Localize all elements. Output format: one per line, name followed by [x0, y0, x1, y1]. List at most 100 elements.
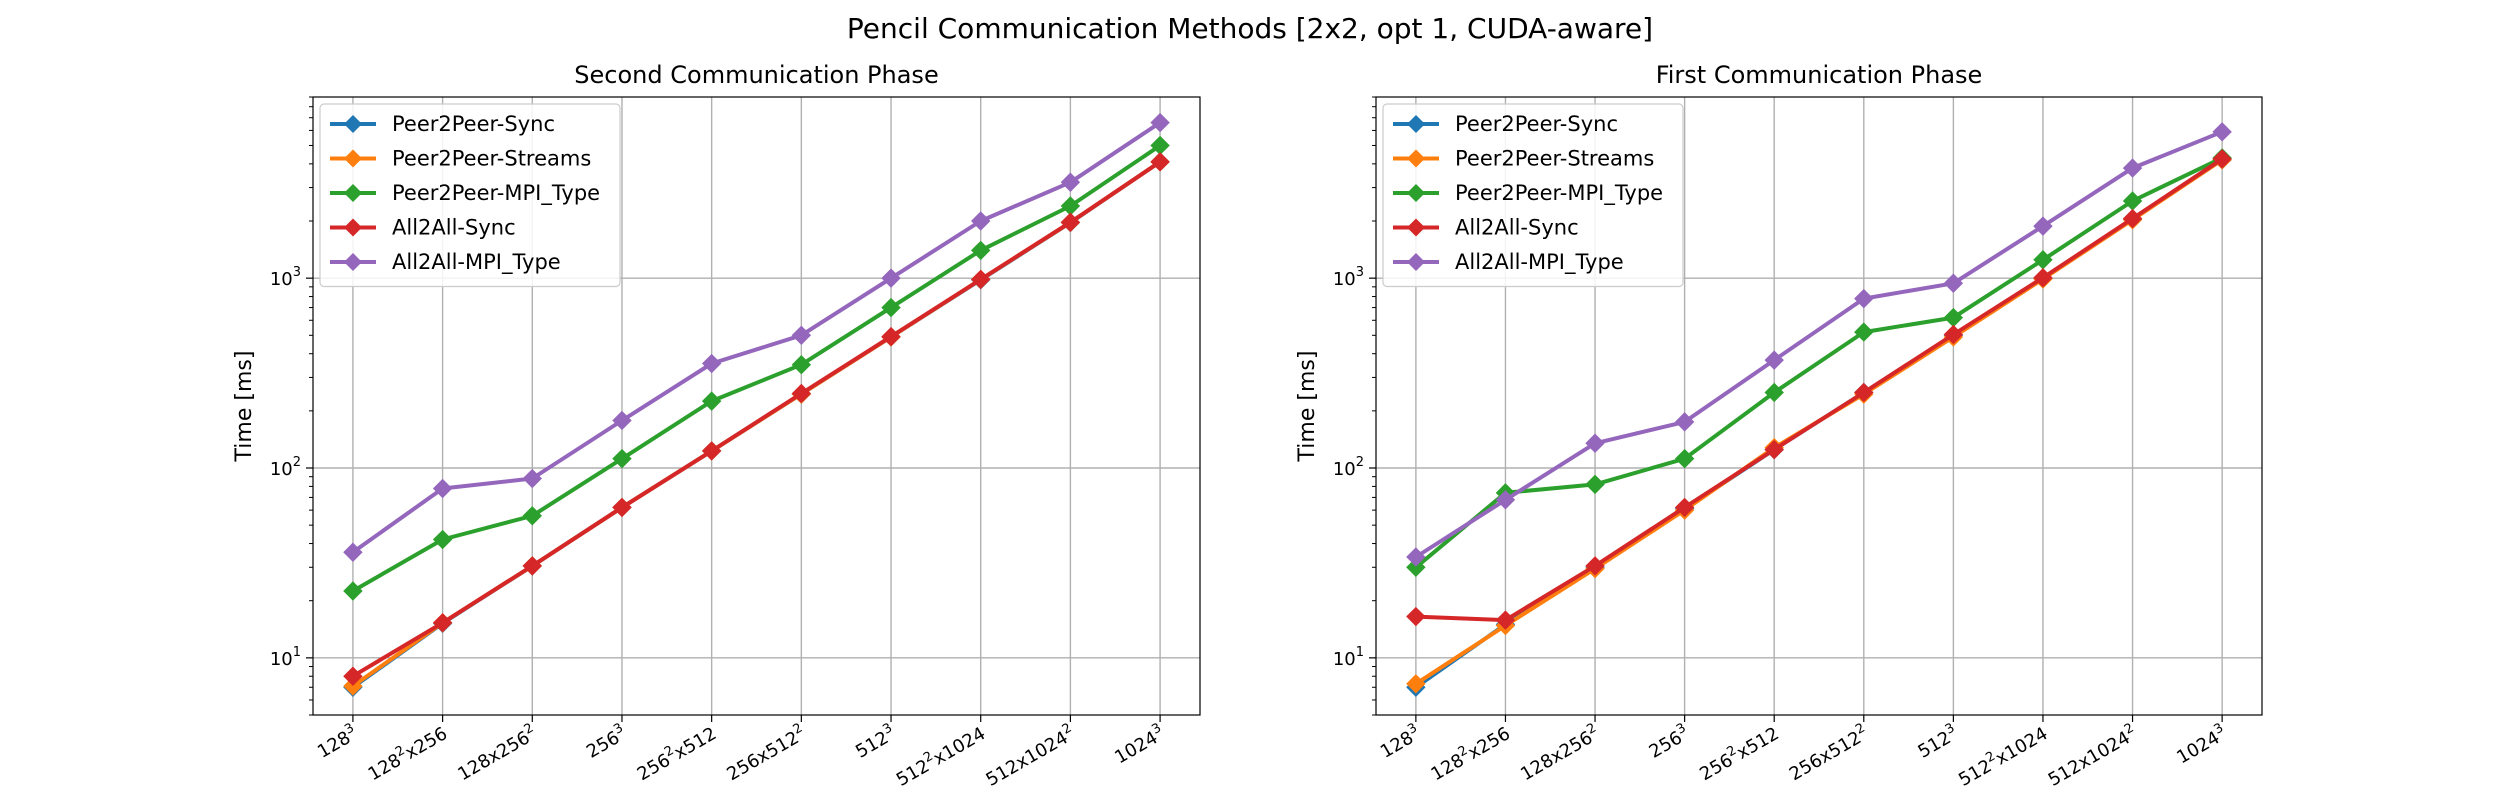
data-point-peer2peer-streams	[343, 676, 363, 696]
data-point-all2all-mpi-type	[2212, 122, 2232, 142]
data-point-all2all-sync	[1854, 382, 1874, 403]
legend-label-all2all-sync: All2All-Sync	[392, 216, 516, 240]
series-peer2peer-mpi-type	[343, 135, 1170, 601]
data-point-all2all-sync	[343, 666, 363, 686]
y-tick-label: 101	[270, 645, 301, 670]
data-point-all2all-sync	[1150, 152, 1170, 172]
data-point-peer2peer-mpi-type	[791, 355, 812, 375]
data-point-all2all-mpi-type	[1495, 490, 1516, 510]
data-point-all2all-mpi-type	[2033, 216, 2053, 236]
data-point-all2all-mpi-type	[1585, 433, 1605, 453]
data-point-all2all-sync	[1495, 610, 1516, 630]
data-point-all2all-mpi-type	[432, 478, 453, 499]
y-tick-label: 102	[270, 455, 301, 480]
legend-label-all2all-mpi-type: All2All-MPI_Type	[1455, 250, 1624, 275]
data-point-peer2peer-mpi-type	[881, 297, 901, 318]
y-axis-label: Time [ms]	[1295, 351, 1320, 463]
legend-marker-all2all-sync	[344, 218, 362, 237]
data-point-peer2peer-mpi-type	[343, 581, 363, 601]
legend-marker-all2all-sync	[1407, 218, 1425, 237]
axes-frame	[1375, 96, 2263, 716]
series-line-all2all-sync	[1415, 157, 2224, 623]
data-point-peer2peer-mpi-type	[612, 448, 632, 469]
data-point-all2all-sync	[1406, 606, 1426, 627]
legend: Peer2Peer-Sync Peer2Peer-Streams Peer2Peer…	[1382, 103, 1684, 288]
data-point-all2all-mpi-type	[1060, 172, 1081, 192]
data-point-all2all-mpi-type	[791, 325, 812, 346]
data-point-all2all-sync	[1585, 556, 1605, 576]
legend-marker-peer2peer-mpi-type	[1407, 184, 1425, 202]
data-point-all2all-mpi-type	[343, 542, 363, 562]
series-all2all-sync	[343, 152, 1170, 686]
data-point-all2all-mpi-type	[522, 468, 542, 489]
data-point-all2all-sync	[1764, 439, 1784, 460]
series-line-peer2peer-mpi-type	[1414, 156, 2223, 569]
series-all2all-sync	[1406, 149, 2232, 630]
y-tick-label: 103	[270, 265, 301, 290]
data-point-peer2peer-mpi-type	[522, 506, 542, 526]
legend-label-peer2peer-mpi-type: Peer2Peer-MPI_Type	[1455, 181, 1663, 206]
data-point-all2all-sync	[612, 497, 632, 518]
data-point-all2all-sync	[971, 269, 991, 290]
y-tick-label: 102	[1333, 455, 1364, 480]
legend-marker-all2all-mpi-type	[1407, 253, 1425, 271]
data-point-all2all-sync	[1943, 324, 1964, 345]
legend-label-peer2peer-sync: Peer2Peer-Sync	[1455, 112, 1618, 136]
legend: Peer2Peer-Sync Peer2Peer-Streams Peer2Peer…	[319, 103, 621, 288]
data-point-all2all-mpi-type	[1943, 273, 1964, 293]
data-point-all2all-sync	[881, 326, 901, 347]
data-point-peer2peer-mpi-type	[432, 529, 453, 550]
data-point-peer2peer-mpi-type	[1764, 382, 1784, 403]
panel-title: Second Communication Phase	[574, 61, 938, 89]
panel-title: First Communication Phase	[1656, 61, 1983, 89]
legend-box	[1382, 103, 1684, 288]
data-point-all2all-sync	[522, 556, 542, 576]
data-point-all2all-sync	[2033, 268, 2053, 288]
data-point-all2all-sync	[432, 613, 453, 633]
data-point-all2all-sync	[1060, 212, 1081, 232]
legend-box	[319, 103, 621, 288]
figure-title: Pencil Communication Methods [2x2, opt 1…	[847, 12, 1653, 45]
legend-marker-peer2peer-streams	[344, 149, 362, 168]
series-all2all-mpi-type	[1406, 122, 2232, 567]
legend-marker-peer2peer-streams	[1407, 149, 1425, 168]
data-point-peer2peer-mpi-type	[701, 391, 722, 411]
data-point-all2all-mpi-type	[1764, 350, 1784, 370]
data-point-all2all-mpi-type	[2122, 158, 2143, 178]
series-line-all2all-sync	[351, 160, 1162, 678]
legend-label-all2all-mpi-type: All2All-MPI_Type	[392, 250, 561, 275]
data-point-all2all-sync	[791, 383, 812, 404]
data-point-all2all-mpi-type	[971, 211, 991, 231]
data-point-all2all-sync	[701, 441, 722, 461]
legend-label-peer2peer-sync: Peer2Peer-Sync	[392, 112, 555, 136]
legend-label-peer2peer-streams: Peer2Peer-Streams	[1455, 147, 1654, 171]
data-point-all2all-mpi-type	[701, 353, 722, 374]
legend-label-all2all-sync: All2All-Sync	[1455, 216, 1579, 240]
data-point-peer2peer-mpi-type	[1406, 557, 1426, 577]
data-point-all2all-sync	[2122, 208, 2143, 229]
legend-marker-peer2peer-sync	[1407, 115, 1425, 133]
axes-frame	[312, 96, 1201, 716]
legend-label-peer2peer-mpi-type: Peer2Peer-MPI_Type	[392, 181, 600, 206]
series-line-peer2peer-mpi-type	[351, 143, 1162, 593]
legend-marker-all2all-mpi-type	[344, 253, 362, 271]
data-point-peer2peer-mpi-type	[1854, 322, 1874, 342]
series-line-all2all-mpi-type	[351, 120, 1162, 554]
data-point-peer2peer-mpi-type	[971, 240, 991, 261]
legend-label-peer2peer-streams: Peer2Peer-Streams	[392, 147, 591, 171]
data-point-peer2peer-mpi-type	[1674, 448, 1695, 469]
data-point-all2all-mpi-type	[881, 268, 901, 288]
data-point-all2all-mpi-type	[1406, 547, 1426, 567]
series-line-all2all-mpi-type	[1414, 129, 2223, 559]
y-axis-label: Time [ms]	[232, 351, 257, 463]
legend-marker-peer2peer-mpi-type	[344, 184, 362, 202]
data-point-all2all-mpi-type	[1674, 412, 1695, 432]
legend-marker-peer2peer-sync	[344, 115, 362, 133]
data-point-all2all-sync	[2212, 149, 2232, 169]
data-point-all2all-mpi-type	[1150, 112, 1170, 133]
data-point-all2all-sync	[1674, 497, 1695, 518]
data-point-all2all-mpi-type	[1854, 288, 1874, 309]
